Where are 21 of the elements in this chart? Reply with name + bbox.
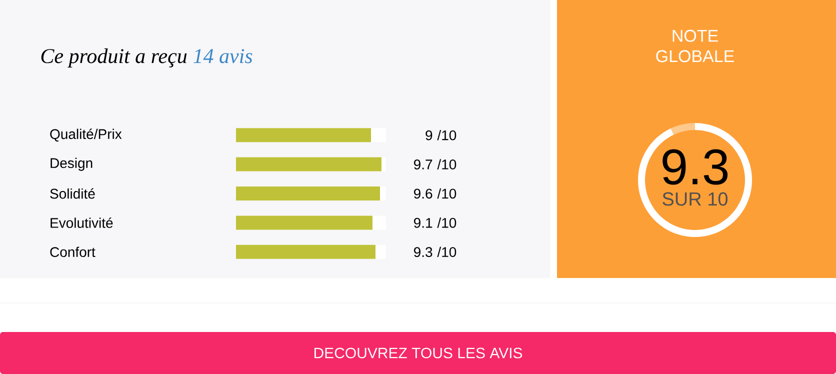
chart-title: NOTE GLOBALE bbox=[656, 30, 734, 62]
text: /10 bbox=[437, 218, 456, 228]
text: /10 bbox=[437, 188, 456, 199]
y-tick-label: Solidité bbox=[50, 188, 95, 199]
chart-title: Ce produit a reçu bbox=[41, 48, 187, 68]
text: /10 bbox=[437, 159, 456, 170]
text: /10 bbox=[437, 130, 456, 140]
text: 9.3 bbox=[662, 149, 728, 185]
y-tick-label: Confort bbox=[50, 246, 96, 258]
y-tick-label: Evolutivité bbox=[50, 217, 113, 228]
text: /10 bbox=[437, 246, 456, 258]
data-label: 9 bbox=[426, 130, 432, 140]
chart-subtitle: 14 avis bbox=[194, 49, 252, 64]
y-tick-label: Design bbox=[50, 158, 92, 171]
data-label: 9.3 bbox=[414, 247, 432, 258]
text: DECOUVREZ TOUS LES AVIS bbox=[314, 348, 522, 358]
data-label: 9.7 bbox=[414, 160, 432, 170]
data-label: 9.1 bbox=[414, 218, 432, 228]
y-tick-label: Qualité/Prix bbox=[50, 128, 122, 142]
text: SUR 10 bbox=[662, 192, 728, 206]
data-label: 9.6 bbox=[414, 188, 432, 199]
